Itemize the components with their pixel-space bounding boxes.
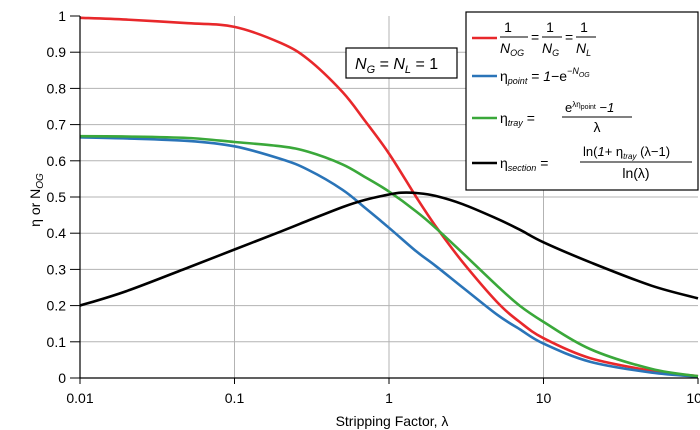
y-tick-label: 0.7 (47, 117, 67, 133)
y-tick-label: 0.6 (47, 153, 67, 169)
point-efficiency-series (79, 136, 699, 378)
x-axis-title: Stripping Factor, λ (336, 413, 449, 429)
legend-section-den: ln(λ) (622, 165, 649, 181)
legend-section-num: ln(1+ ηtray (λ−1) (583, 144, 670, 161)
x-tick-label: 0.01 (66, 390, 93, 406)
annotation-val: = 1 (411, 56, 438, 73)
y-tick-label: 0.3 (47, 261, 67, 277)
annotation-sub-l: L (405, 64, 411, 76)
series-group (79, 16, 699, 378)
legend-nog-eq1: = (531, 29, 539, 45)
section-efficiency-series (79, 191, 699, 307)
x-tick-label: 0.1 (225, 390, 245, 406)
nog-series (79, 16, 699, 378)
legend-tray-den: λ (594, 119, 601, 135)
y-tick-label: 0.1 (47, 334, 67, 350)
x-tick-label: 100 (686, 390, 700, 406)
legend-nog-num2: 1 (546, 19, 554, 35)
svg-text:NG = NL = 1: NG = NL = 1 (355, 56, 438, 76)
legend-entry-section: ηsection = ln(1+ ηtray (λ−1) ln(λ) (472, 144, 692, 181)
y-axis-title-main: η or N (27, 189, 43, 227)
y-tick-label: 0 (58, 370, 66, 386)
y-tick-label: 0.4 (47, 225, 67, 241)
y-tick-label: 1 (58, 8, 66, 24)
legend: 1 NOG = 1 NG = 1 NL ηpoint = 1−e−NOG ηtr… (465, 11, 699, 191)
annotation-box (345, 47, 458, 79)
y-axis-title-sub: OG (35, 173, 46, 189)
legend-box (465, 11, 699, 191)
legend-entry-nog: 1 NOG = 1 NG = 1 NL (472, 19, 596, 58)
ng-nl-annotation: NG = NL = 1 (345, 47, 458, 79)
ticks: 0.01 0.1 1 10 100 0 0.1 0.2 0.3 0.4 0.5 0.6 0.7 0.8 0.… (47, 8, 700, 406)
y-tick-label: 0.5 (47, 189, 67, 205)
annotation-eq: = (375, 56, 393, 73)
y-axis-title: η or NOG (27, 173, 46, 227)
legend-nog-eq2: = (565, 29, 573, 45)
legend-nog-num3: 1 (580, 19, 588, 35)
y-tick-label: 0.9 (47, 44, 67, 60)
legend-nog-num1: 1 (504, 19, 512, 35)
annotation-sub-g: G (367, 64, 376, 76)
tray-efficiency-series (79, 134, 699, 378)
x-tick-label: 1 (385, 390, 393, 406)
y-tick-label: 0.2 (47, 298, 67, 314)
y-tick-label: 0.8 (47, 80, 67, 96)
x-tick-label: 10 (536, 390, 552, 406)
annotation-n2: N (393, 56, 405, 73)
annotation-n: N (355, 56, 367, 73)
